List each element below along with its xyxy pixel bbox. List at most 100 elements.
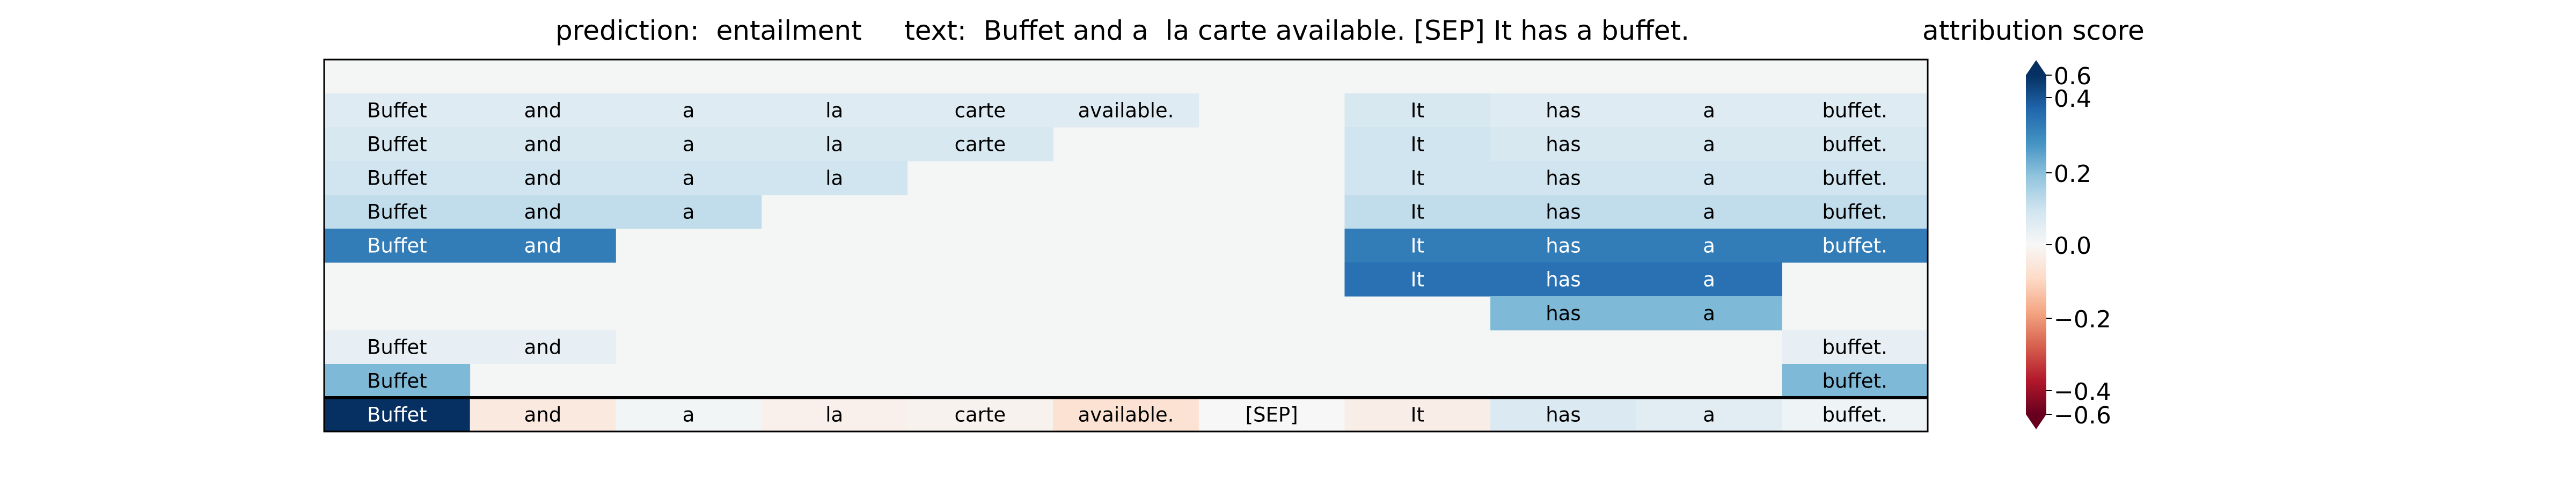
cell-label: buffet. [1822,235,1887,258]
heatmap-cell [1344,195,1491,229]
heatmap-cell [324,398,471,432]
heatmap-cell [1636,296,1782,331]
cell-label: a [1703,167,1715,190]
heatmap-cell [1636,127,1782,162]
cell-label: has [1546,404,1580,427]
heatmap-cell [1053,93,1199,128]
cell-label: Buffet [367,404,427,427]
cell-label: carte [955,99,1006,122]
cell-label: and [524,167,562,190]
cell-label: available. [1078,404,1174,427]
colorbar-tick-label: 0.2 [2054,160,2091,188]
cell-label: a [1703,133,1715,156]
heatmap-cell [1344,229,1491,263]
heatmap-cell [1636,161,1782,195]
colorbar-tick-label: 0.6 [2054,63,2091,90]
colorbar-extend-max [2026,60,2046,75]
cell-label: and [524,201,562,224]
heatmap-cell [616,195,762,229]
heatmap-cell [1782,127,1928,162]
cell-label: and [524,336,562,359]
cell-label: a [683,133,695,156]
colorbar-tick-label: −0.6 [2054,402,2111,429]
heatmap-cell [1490,93,1637,128]
heatmap-cell [470,161,616,195]
heatmap-cell [470,229,616,263]
heatmap-cell [1344,398,1491,432]
cell-label: la [825,404,843,427]
heatmap-cell [1490,262,1637,297]
cell-label: It [1411,268,1424,291]
cell-label: has [1546,268,1580,291]
cell-label: a [1703,99,1715,122]
cell-label: a [1703,268,1715,291]
cell-label: It [1411,235,1424,258]
cell-label: It [1411,167,1424,190]
heatmap-cell [324,161,471,195]
heatmap-cell [1490,127,1637,162]
cell-label: carte [955,133,1006,156]
heatmap-cell [907,93,1053,128]
cell-label: a [1703,235,1715,258]
colorbar-title: attribution score [1922,15,2145,46]
heatmap-cell [470,330,616,364]
cell-label: buffet. [1822,336,1887,359]
chart-title: prediction: entailment text: Buffet and … [555,15,1690,46]
cell-label: has [1546,201,1580,224]
heatmap-cell [1782,330,1928,364]
heatmap-cell [1636,262,1782,297]
heatmap-cell [1344,262,1491,297]
heatmap-cell [616,93,762,128]
cell-label: It [1411,99,1424,122]
heatmap-cell [324,330,471,364]
cell-label: It [1411,201,1424,224]
cell-label: and [524,133,562,156]
cell-label: la [825,99,843,122]
cell-label: buffet. [1822,370,1887,393]
heatmap-cell [1636,398,1782,432]
heatmap-cell [1782,364,1928,398]
heatmap-cell [761,93,908,128]
colorbar-tick-label: 0.0 [2054,232,2091,260]
heatmap-cell [1490,398,1637,432]
cell-label: a [1703,201,1715,224]
heatmap-cell [470,127,616,162]
cell-label: a [683,167,695,190]
heatmap-cell [761,127,908,162]
cell-label: Buffet [367,133,427,156]
cell-label: has [1546,302,1580,325]
cell-label: Buffet [367,235,427,258]
heatmap-cell [1198,398,1345,432]
heatmap-cell [1344,161,1491,195]
heatmap-cell [1636,93,1782,128]
cell-label: It [1411,404,1424,427]
heatmap-cell [1782,229,1928,263]
colorbar [2026,75,2046,414]
heatmap-cell [324,364,471,398]
cell-label: [SEP] [1246,404,1298,427]
cell-label: Buffet [367,167,427,190]
heatmap-cell [1782,161,1928,195]
cell-label: a [683,201,695,224]
colorbar-tick-label: −0.4 [2054,378,2111,406]
cell-label: and [524,99,562,122]
cell-label: and [524,404,562,427]
cell-label: It [1411,133,1424,156]
cell-label: a [683,404,695,427]
cell-label: and [524,235,562,258]
colorbar-extend-min [2026,414,2046,429]
heatmap-cell [907,127,1053,162]
heatmap-cell [761,398,908,432]
cell-label: a [1703,302,1715,325]
cell-label: a [1703,404,1715,427]
heatmap-cell [616,398,762,432]
cell-label: buffet. [1822,167,1887,190]
cell-label: buffet. [1822,99,1887,122]
heatmap-cell [1782,398,1928,432]
colorbar-tick-label: −0.2 [2054,306,2111,333]
heatmap-cell [324,93,471,128]
cell-label: has [1546,133,1580,156]
cell-label: Buffet [367,336,427,359]
